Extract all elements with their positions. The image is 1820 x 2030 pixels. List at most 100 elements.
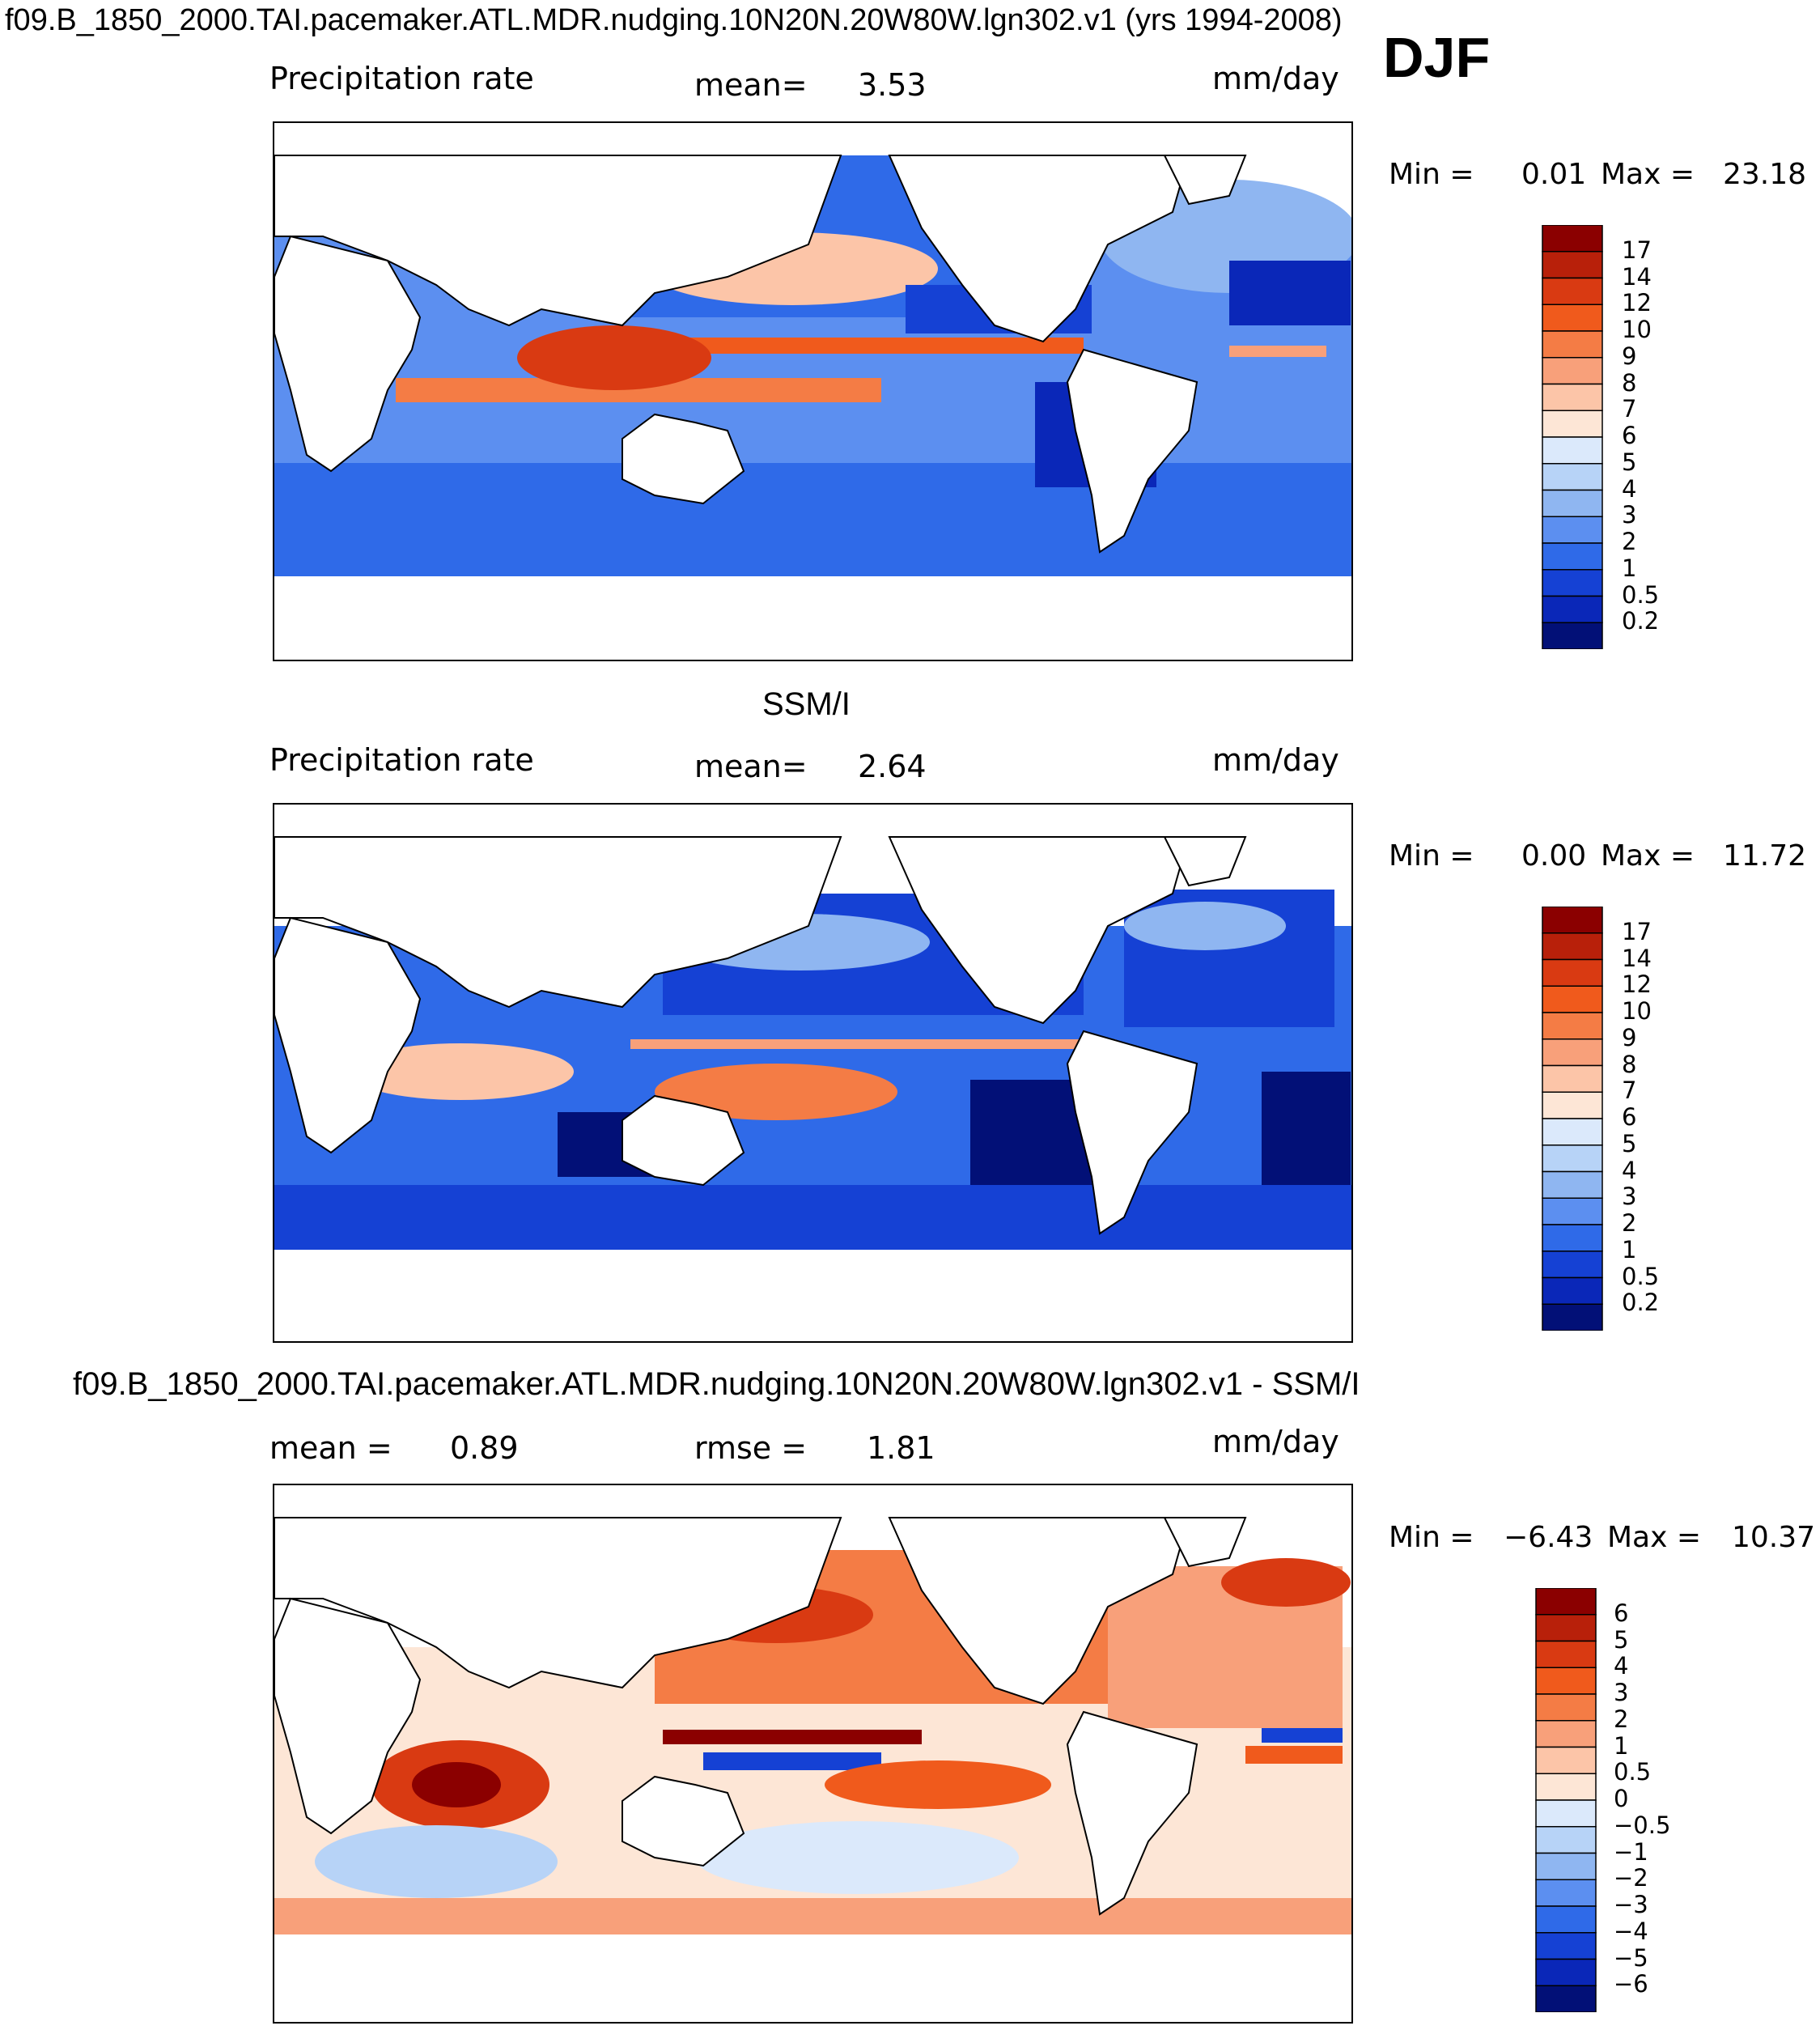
colorbar-svg (1535, 1587, 1597, 2013)
colorbar-tick-label: 1 (1614, 1731, 1629, 1760)
colorbar-bin (1542, 958, 1603, 987)
colorbar-bin (1542, 1038, 1603, 1067)
panel2-min-value: 0.00 (1521, 839, 1587, 873)
p1-warm-pool (517, 325, 711, 390)
colorbar-tick-label: 1 (1622, 1235, 1637, 1263)
colorbar-bin (1542, 1064, 1603, 1093)
colorbar-bin (1535, 1826, 1597, 1854)
p1-south-america (1066, 348, 1198, 554)
colorbar-bin (1542, 410, 1603, 438)
colorbar-tick-label: 12 (1622, 289, 1652, 317)
colorbar-bin (1542, 277, 1603, 305)
colorbar-tick-label: −1 (1614, 1837, 1648, 1866)
colorbar-bin (1542, 1012, 1603, 1040)
panel1-variable: Precipitation rate (269, 61, 534, 96)
colorbar-bin (1535, 1693, 1597, 1722)
panel2-map-svg (274, 805, 1351, 1341)
colorbar-bin (1535, 1667, 1597, 1695)
colorbar-tick-label: 7 (1622, 1077, 1637, 1105)
colorbar-bin (1535, 1746, 1597, 1774)
colorbar-bin (1535, 1905, 1597, 1934)
panel2-units: mm/day (1212, 742, 1339, 778)
colorbar-bin (1542, 1251, 1603, 1279)
colorbar-bin (1542, 383, 1603, 411)
colorbar-tick-label: 12 (1622, 970, 1652, 999)
panel3-min-value: −6.43 (1504, 1521, 1593, 1554)
colorbar-tick-label: −0.5 (1614, 1811, 1671, 1839)
panel1-colorbar (1542, 224, 1603, 650)
colorbar-tick-label: 5 (1614, 1625, 1629, 1654)
colorbar-tick-label: −4 (1614, 1917, 1648, 1945)
colorbar-tick-label: 0.2 (1622, 607, 1660, 635)
colorbar-tick-label: −3 (1614, 1891, 1648, 1918)
colorbar-tick-label: 8 (1622, 1050, 1637, 1078)
p3-africa (274, 1597, 422, 1835)
colorbar-tick-label: 1 (1622, 554, 1637, 582)
p1-arctic (274, 123, 1351, 155)
colorbar-tick-label: 2 (1622, 1209, 1637, 1237)
p3-antarctica (274, 1939, 1351, 2022)
p3-south-band (274, 1898, 1351, 1934)
p3-na-max (1221, 1558, 1351, 1607)
colorbar-tick-label: 0.5 (1622, 580, 1660, 609)
colorbar-bin (1542, 595, 1603, 623)
colorbar-tick-label: −2 (1614, 1864, 1648, 1892)
colorbar-svg (1542, 224, 1603, 650)
colorbar-bin (1535, 1614, 1597, 1642)
colorbar-bin (1535, 1958, 1597, 1986)
colorbar-bin (1535, 1985, 1597, 2013)
p1-africa (274, 235, 422, 473)
colorbar-tick-label: 6 (1622, 422, 1637, 449)
panel3-rmse-value: 1.81 (867, 1430, 935, 1466)
panel2-map (273, 803, 1353, 1343)
p3-greenland (1163, 1517, 1247, 1568)
panel2-colorbar-ticks: 17 14 12 10 9 8 7 6 5 4 3 2 1 0.5 0.2 (1622, 907, 1719, 1331)
p3-io-neg (315, 1825, 558, 1898)
panel2-max-value: 11.72 (1723, 839, 1807, 873)
colorbar-bin (1542, 357, 1603, 385)
colorbar-tick-label: 9 (1622, 342, 1637, 370)
colorbar-bin (1535, 1799, 1597, 1828)
panel1-map (273, 121, 1353, 661)
p3-itcz-max (663, 1730, 922, 1744)
panel3-map-svg (274, 1485, 1351, 2022)
panel2-variable: Precipitation rate (269, 742, 534, 778)
p2-antarctica (274, 1258, 1351, 1341)
panel1-min-value: 0.01 (1521, 158, 1587, 191)
p2-itcz-pac (630, 1039, 1116, 1049)
panel2-mean-label: mean= (694, 749, 808, 784)
colorbar-bin (1542, 1224, 1603, 1252)
p2-south-america (1066, 1030, 1198, 1235)
colorbar-bin (1542, 516, 1603, 544)
colorbar-tick-label: 0.5 (1622, 1262, 1660, 1290)
p2-africa (274, 916, 422, 1154)
colorbar-tick-label: 6 (1622, 1103, 1637, 1131)
p2-eurasia (274, 836, 842, 1009)
p2-greenland (1163, 836, 1247, 887)
colorbar-bin (1542, 1170, 1603, 1199)
p1-itcz-atl (1229, 346, 1326, 357)
p1-eurasia (274, 155, 842, 327)
colorbar-bin (1542, 542, 1603, 571)
p1-australia (622, 413, 745, 505)
colorbar-tick-label: −5 (1614, 1943, 1648, 1972)
colorbar-tick-label: 4 (1622, 474, 1637, 503)
p2-south-band (274, 1185, 1351, 1250)
panel2-mean-value: 2.64 (858, 749, 927, 784)
panel3-max-value: 10.37 (1732, 1521, 1816, 1554)
panel3-heading: f09.B_1850_2000.TAI.pacemaker.ATL.MDR.nu… (73, 1366, 1360, 1402)
p2-atl-dry-s (1262, 1072, 1351, 1185)
colorbar-tick-label: 4 (1614, 1652, 1629, 1680)
colorbar-tick-label: 10 (1622, 316, 1652, 343)
colorbar-tick-label: 3 (1622, 501, 1637, 529)
colorbar-bin (1542, 224, 1603, 253)
figure-title: f09.B_1850_2000.TAI.pacemaker.ATL.MDR.nu… (5, 3, 1343, 37)
panel1-map-svg (274, 123, 1351, 660)
colorbar-tick-label: 14 (1622, 944, 1652, 972)
p2-na-track (1124, 902, 1286, 950)
p3-australia (622, 1775, 745, 1867)
colorbar-tick-label: 17 (1622, 236, 1652, 264)
panel1-max-label: Max = (1601, 158, 1695, 191)
p3-eq-dry (703, 1752, 881, 1770)
colorbar-bin (1542, 1303, 1603, 1331)
